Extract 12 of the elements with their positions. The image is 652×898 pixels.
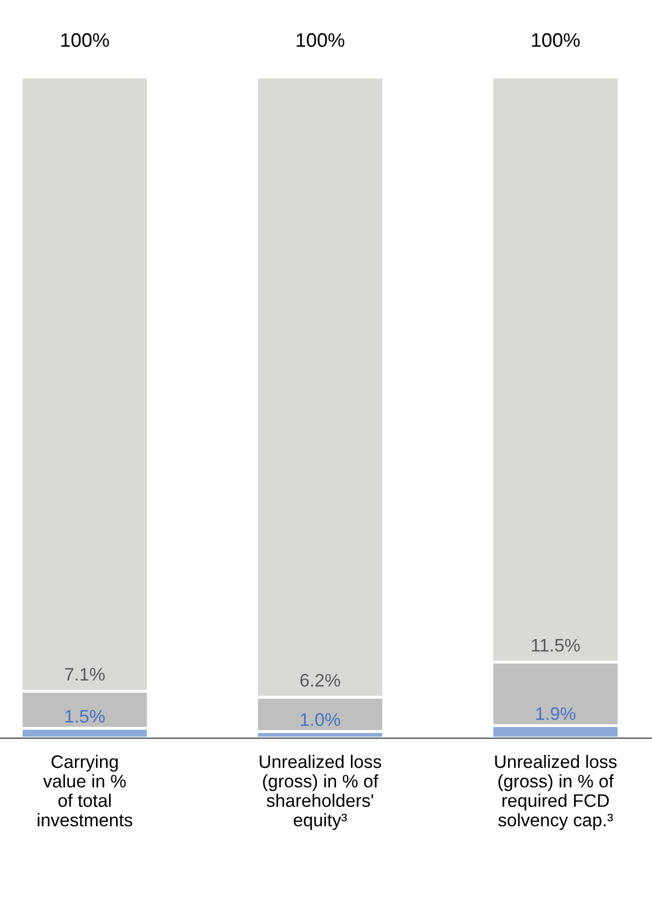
total-label: 100%: [532, 33, 580, 47]
data-label: 1.5%: [66, 710, 105, 723]
annotation: 11.5%: [532, 638, 580, 652]
x-tick-label: Unrealized loss (gross) in % of required FCD solvency cap.³: [495, 754, 617, 830]
data-label: 1.0%: [300, 713, 340, 726]
data-label: 1.9%: [536, 707, 576, 720]
annotation: 7.1%: [65, 668, 105, 681]
total-label: 100%: [61, 33, 109, 47]
x-tick-label: Unrealized loss (gross) in % of shareholders' equity³: [260, 754, 382, 830]
x-tick-label: Carrying value in % of total investments: [38, 754, 132, 826]
total-label: 100%: [296, 33, 344, 47]
annotation: 6.2%: [300, 674, 340, 687]
